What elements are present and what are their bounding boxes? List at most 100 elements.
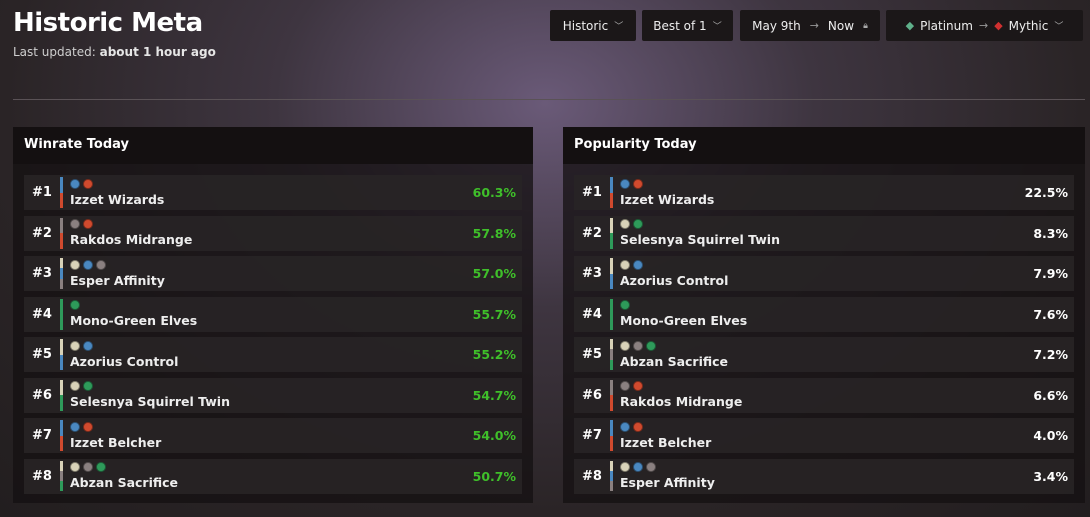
color-bar <box>610 177 613 208</box>
mana-G-icon <box>70 300 80 310</box>
color-bar-segment <box>60 435 63 451</box>
deck-value: 7.9% <box>1033 266 1068 281</box>
deck-name[interactable]: Mono-Green Elves <box>620 313 748 328</box>
deck-value: 55.7% <box>472 306 516 322</box>
deck-value: 3.4% <box>1033 468 1068 484</box>
popularity-panel: Popularity Today #1 Izzet Wizards 22.5% #… <box>563 127 1085 503</box>
color-bar-segment <box>610 435 613 451</box>
color-bar <box>60 339 63 370</box>
deck-rank: #8 <box>32 468 52 484</box>
mana-U-icon <box>83 259 93 270</box>
color-bar-segment <box>60 470 63 482</box>
mythic-rank-icon: ◆ <box>994 19 1003 32</box>
deck-name[interactable]: Izzet Belcher <box>620 434 712 450</box>
deck-value: 60.3% <box>472 185 516 200</box>
deck-name[interactable]: Azorius Control <box>70 353 179 369</box>
deck-value: 6.6% <box>1033 387 1068 403</box>
color-bar <box>60 460 63 492</box>
color-bar <box>60 379 63 411</box>
deck-rank: #5 <box>582 347 602 362</box>
deck-row[interactable]: #8 Abzan Sacrifice 50.7% <box>24 458 522 494</box>
deck-value: 57.8% <box>472 225 516 241</box>
color-bar <box>60 420 63 451</box>
deck-rank: #1 <box>582 185 602 200</box>
deck-row[interactable]: #7 Izzet Belcher 54.0% <box>24 418 522 453</box>
mana-W-icon <box>70 259 80 270</box>
color-bar-segment <box>610 339 613 350</box>
deck-row[interactable]: #2 Rakdos Midrange 57.8% <box>24 215 522 251</box>
color-bar-segment <box>610 349 613 360</box>
color-bar-segment <box>60 339 63 355</box>
format-dropdown[interactable]: Historic ﹀ <box>550 10 636 41</box>
color-bar <box>60 298 63 330</box>
color-bar-segment <box>610 470 613 482</box>
deck-name[interactable]: Abzan Sacrifice <box>620 353 729 369</box>
date-range[interactable]: May 9th → Now 🔒︎ <box>740 10 880 41</box>
deck-value: 22.5% <box>1024 185 1068 200</box>
color-bar-segment <box>610 177 613 193</box>
rank-range-dropdown[interactable]: ◆ Platinum → ◆ Mythic ﹀ <box>886 10 1083 41</box>
deck-row[interactable]: #7 Izzet Belcher 4.0% <box>574 418 1074 453</box>
mana-G-icon <box>83 381 93 391</box>
mana-W-icon <box>70 462 80 472</box>
deck-row[interactable]: #3 Esper Affinity 57.0% <box>24 256 522 291</box>
color-bar-segment <box>60 460 63 471</box>
deck-name[interactable]: Izzet Belcher <box>70 434 162 450</box>
rank-from: Platinum <box>920 18 973 33</box>
mana-G-icon <box>620 300 630 310</box>
deck-row[interactable]: #1 Izzet Wizards 60.3% <box>24 175 522 210</box>
mana-U-icon <box>620 178 630 189</box>
deck-row[interactable]: #6 Rakdos Midrange 6.6% <box>574 377 1074 413</box>
mana-U-icon <box>633 259 643 270</box>
chevron-down-icon: ﹀ <box>712 22 722 32</box>
deck-row[interactable]: #5 Azorius Control 55.2% <box>24 337 522 372</box>
deck-value: 7.2% <box>1033 347 1068 362</box>
divider <box>13 99 1085 100</box>
deck-row[interactable]: #3 Azorius Control 7.9% <box>574 256 1074 291</box>
deck-name[interactable]: Izzet Wizards <box>620 191 715 207</box>
deck-name[interactable]: Izzet Wizards <box>70 191 165 207</box>
mana-U-icon <box>633 462 643 472</box>
deck-name[interactable]: Rakdos Midrange <box>70 232 193 247</box>
deck-row[interactable]: #5 Abzan Sacrifice 7.2% <box>574 337 1074 372</box>
mana-R-icon <box>83 178 93 189</box>
deck-rank: #2 <box>582 225 602 241</box>
mana-R-icon <box>633 421 643 432</box>
color-bar-segment <box>60 268 63 279</box>
winrate-panel: Winrate Today #1 Izzet Wizards 60.3% #2 R… <box>13 127 533 503</box>
deck-row[interactable]: #8 Esper Affinity 3.4% <box>574 458 1074 494</box>
color-bar-segment <box>610 273 613 289</box>
deck-row[interactable]: #4 Mono-Green Elves 7.6% <box>574 296 1074 332</box>
deck-rank: #2 <box>32 225 52 241</box>
deck-name[interactable]: Mono-Green Elves <box>70 313 198 328</box>
color-bar-segment <box>610 379 613 395</box>
format-value: Historic <box>562 18 609 33</box>
deck-row[interactable]: #4 Mono-Green Elves 55.7% <box>24 296 522 332</box>
color-bar-segment <box>60 481 63 492</box>
color-bar-segment <box>610 233 613 249</box>
deck-name[interactable]: Selesnya Squirrel Twin <box>70 394 230 409</box>
page-title: Historic Meta <box>13 8 203 38</box>
deck-name[interactable]: Esper Affinity <box>620 475 715 490</box>
color-bar-segment <box>60 233 63 249</box>
color-bar-segment <box>610 420 613 436</box>
deck-row[interactable]: #2 Selesnya Squirrel Twin 8.3% <box>574 215 1074 251</box>
deck-name[interactable]: Rakdos Midrange <box>620 394 743 409</box>
deck-name[interactable]: Azorius Control <box>620 272 729 288</box>
mana-G-icon <box>633 219 643 229</box>
deck-row[interactable]: #6 Selesnya Squirrel Twin 54.7% <box>24 377 522 413</box>
match-type-dropdown[interactable]: Best of 1 ﹀ <box>642 10 733 41</box>
color-bar <box>610 298 613 330</box>
platinum-rank-icon: ◆ <box>905 19 915 32</box>
mana-B-icon <box>620 381 630 391</box>
mana-W-icon <box>620 462 630 472</box>
deck-row[interactable]: #1 Izzet Wizards 22.5% <box>574 175 1074 210</box>
deck-name[interactable]: Esper Affinity <box>70 272 165 288</box>
color-bar-segment <box>60 420 63 436</box>
mana-W-icon <box>620 259 630 270</box>
deck-name[interactable]: Selesnya Squirrel Twin <box>620 232 780 247</box>
panel-title: Popularity Today <box>563 127 1085 164</box>
color-bar <box>610 379 613 411</box>
deck-name[interactable]: Abzan Sacrifice <box>70 475 179 490</box>
chevron-down-icon: ﹀ <box>614 22 624 32</box>
